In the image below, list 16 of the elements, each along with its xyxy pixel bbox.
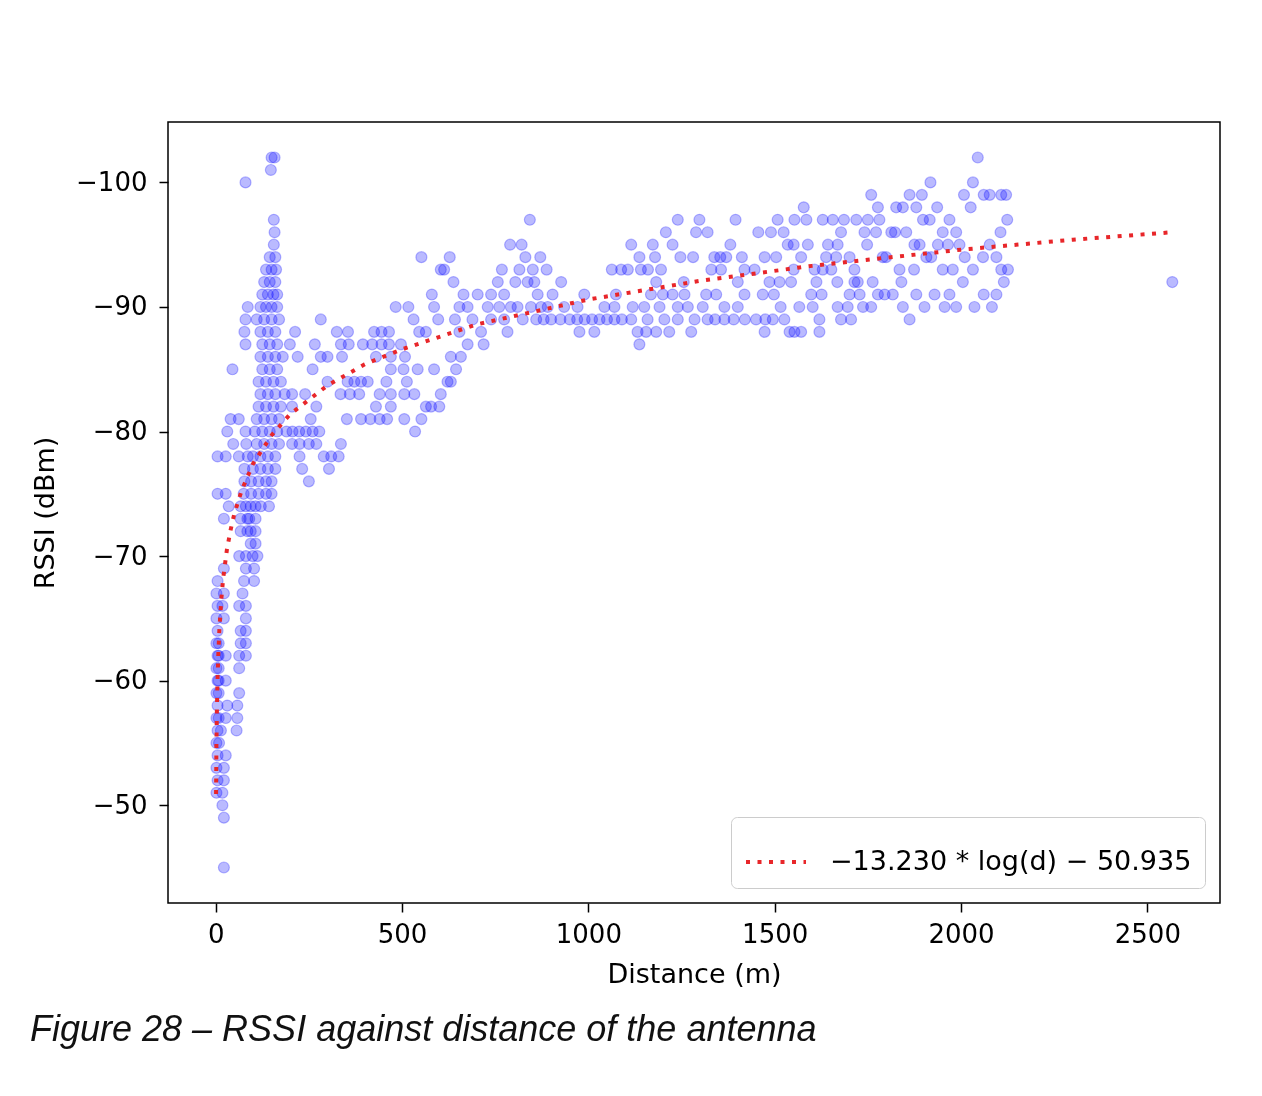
y-tick-label: −90 [92,291,148,322]
x-tick-label: 500 [377,918,428,949]
x-axis-title: Distance (m) [607,957,782,989]
x-tick-label: 2000 [928,918,995,949]
y-tick-label: −70 [92,540,148,571]
x-tick-label: 1500 [742,918,809,949]
x-tick-label: 2500 [1114,918,1181,949]
y-axis-title: RSSI (dBm) [29,436,61,590]
y-tick-label: −80 [92,416,148,447]
y-tick-label: −60 [92,665,148,696]
legend-label: −13.230 * log(d) − 50.935 [830,845,1192,876]
caption: Figure 28 – RSSI against distance of the antenna [30,1008,817,1050]
x-tick-label: 1000 [555,918,622,949]
y-tick-label: −100 [76,166,148,197]
y-tick-label: −50 [92,789,148,820]
x-tick-label: 0 [207,918,225,949]
